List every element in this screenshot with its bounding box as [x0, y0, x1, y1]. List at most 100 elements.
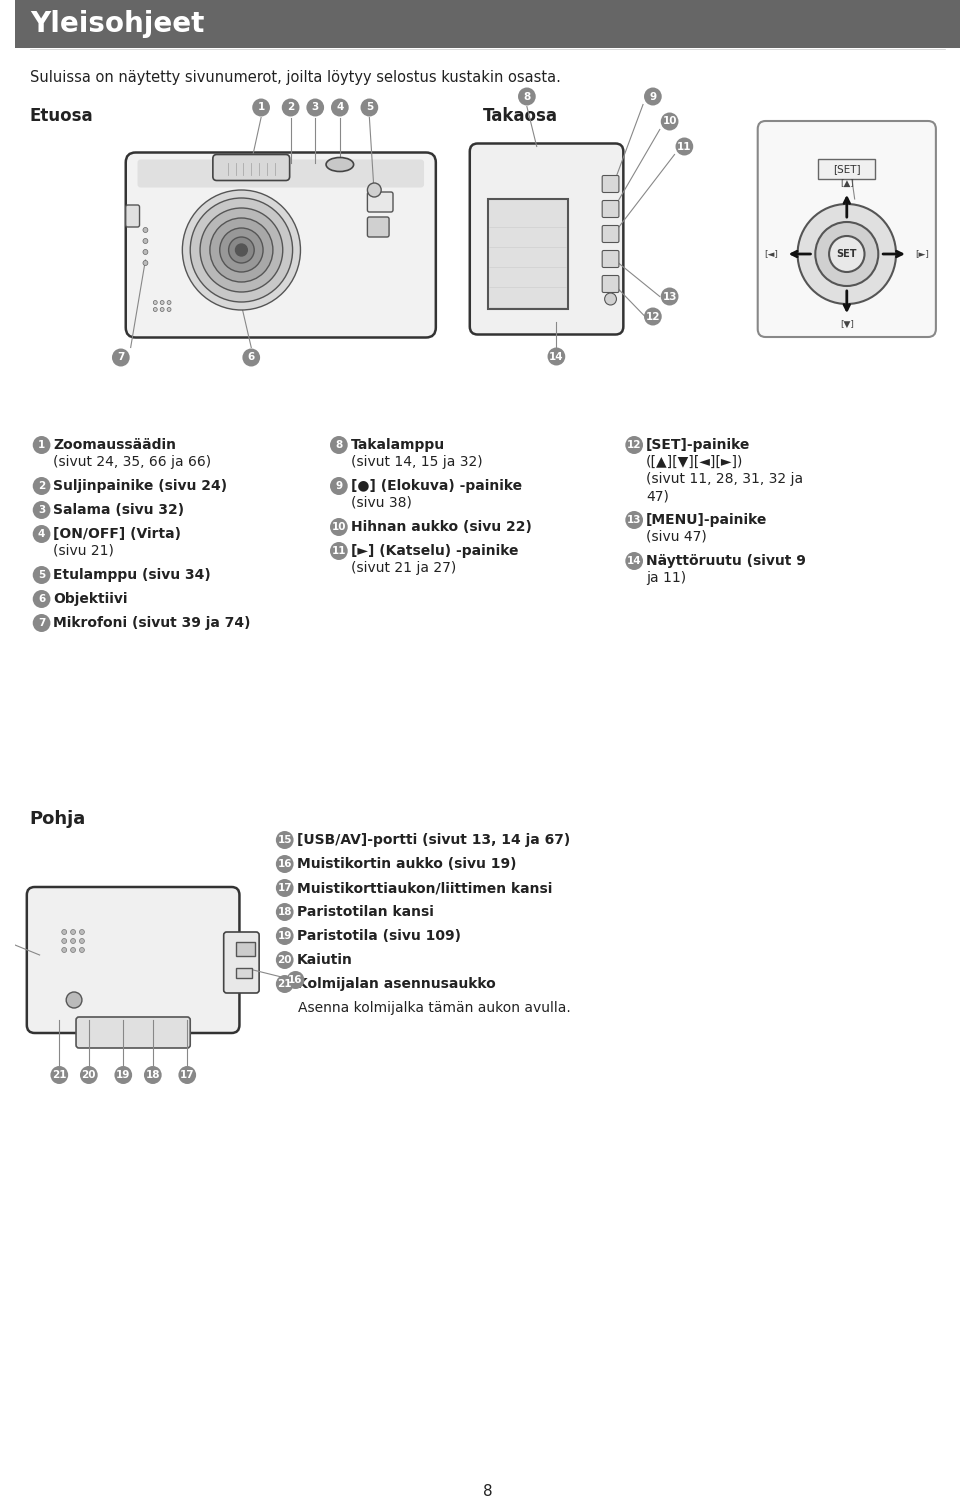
Circle shape: [330, 542, 348, 560]
Circle shape: [228, 237, 254, 263]
Text: Muistikortin aukko (sivu 19): Muistikortin aukko (sivu 19): [297, 857, 516, 871]
Text: (sivut 21 ja 27): (sivut 21 ja 27): [350, 561, 456, 575]
Text: 13: 13: [662, 291, 677, 302]
FancyBboxPatch shape: [488, 199, 568, 308]
Circle shape: [143, 238, 148, 243]
Text: 8: 8: [483, 1483, 492, 1498]
Circle shape: [154, 300, 157, 305]
Circle shape: [210, 217, 273, 282]
Circle shape: [660, 288, 679, 305]
FancyBboxPatch shape: [213, 154, 290, 181]
Circle shape: [625, 436, 643, 454]
Text: Kolmijalan asennusaukko: Kolmijalan asennusaukko: [297, 976, 495, 991]
Circle shape: [235, 244, 248, 257]
Text: 7: 7: [117, 353, 125, 362]
Text: 3: 3: [38, 506, 45, 515]
Text: (sivu 21): (sivu 21): [54, 545, 114, 558]
Circle shape: [361, 98, 378, 116]
Text: Zoomaussäädin: Zoomaussäädin: [54, 438, 177, 453]
Text: [SET]: [SET]: [833, 164, 860, 174]
Circle shape: [179, 1065, 196, 1083]
Circle shape: [625, 552, 643, 570]
Bar: [15, 0, 960, 48]
FancyBboxPatch shape: [602, 175, 619, 193]
Text: 3: 3: [312, 103, 319, 113]
Circle shape: [80, 1065, 98, 1083]
Text: Objektiivi: Objektiivi: [54, 592, 128, 607]
Circle shape: [518, 88, 536, 106]
Circle shape: [167, 308, 171, 311]
Text: 20: 20: [277, 955, 292, 964]
Circle shape: [33, 501, 51, 519]
Circle shape: [331, 98, 348, 116]
Circle shape: [33, 566, 51, 584]
Text: [▲]: [▲]: [840, 180, 853, 189]
Text: 16: 16: [277, 859, 292, 869]
Text: Kaiutin: Kaiutin: [297, 954, 352, 967]
Text: Takalamppu: Takalamppu: [350, 438, 444, 453]
Text: (sivut 24, 35, 66 ja 66): (sivut 24, 35, 66 ja 66): [54, 456, 211, 469]
Circle shape: [33, 614, 51, 632]
Circle shape: [829, 235, 865, 272]
Text: 17: 17: [277, 883, 292, 893]
Text: 5: 5: [366, 103, 373, 113]
Circle shape: [276, 856, 294, 874]
Circle shape: [61, 948, 66, 952]
Circle shape: [282, 98, 300, 116]
Text: 20: 20: [82, 1070, 96, 1080]
Text: 21: 21: [52, 1070, 66, 1080]
FancyBboxPatch shape: [27, 887, 239, 1034]
Text: [▼]: [▼]: [840, 320, 853, 329]
FancyBboxPatch shape: [757, 121, 936, 337]
FancyBboxPatch shape: [76, 1017, 190, 1047]
Circle shape: [71, 948, 76, 952]
Text: (sivu 47): (sivu 47): [646, 530, 707, 545]
Circle shape: [0, 936, 14, 954]
Circle shape: [276, 880, 294, 896]
Circle shape: [154, 308, 157, 311]
Circle shape: [276, 927, 294, 945]
Text: 12: 12: [627, 441, 641, 450]
Circle shape: [815, 222, 878, 287]
Text: 19: 19: [277, 931, 292, 942]
Text: Takaosa: Takaosa: [483, 107, 558, 125]
FancyBboxPatch shape: [224, 933, 259, 993]
Text: Näyttöruutu (sivut 9: Näyttöruutu (sivut 9: [646, 554, 805, 567]
Circle shape: [71, 930, 76, 934]
Circle shape: [112, 349, 130, 367]
Text: (sivut 11, 28, 31, 32 ja: (sivut 11, 28, 31, 32 ja: [646, 472, 804, 486]
Text: [►] (Katselu) -painike: [►] (Katselu) -painike: [350, 545, 518, 558]
FancyBboxPatch shape: [126, 152, 436, 338]
Text: [◄]: [◄]: [764, 249, 778, 258]
Text: 11: 11: [331, 546, 347, 555]
Text: Hihnan aukko (sivu 22): Hihnan aukko (sivu 22): [350, 521, 532, 534]
Circle shape: [200, 208, 283, 293]
FancyBboxPatch shape: [602, 276, 619, 293]
FancyBboxPatch shape: [137, 160, 424, 187]
Circle shape: [625, 512, 643, 530]
Text: [MENU]-painike: [MENU]-painike: [646, 513, 767, 527]
Circle shape: [144, 1065, 161, 1083]
Circle shape: [368, 183, 381, 198]
Text: 4: 4: [336, 103, 344, 113]
FancyBboxPatch shape: [469, 143, 623, 335]
Circle shape: [143, 228, 148, 232]
Text: 8: 8: [523, 92, 531, 101]
Circle shape: [547, 347, 565, 365]
Circle shape: [160, 308, 164, 311]
Text: ([▲][▼][◄][►]): ([▲][▼][◄][►]): [646, 456, 743, 469]
Text: 5: 5: [38, 570, 45, 579]
Text: (sivu 38): (sivu 38): [350, 496, 412, 510]
Text: 10: 10: [662, 116, 677, 127]
Ellipse shape: [326, 157, 353, 172]
Circle shape: [114, 1065, 132, 1083]
FancyBboxPatch shape: [368, 192, 393, 211]
Text: Etuosa: Etuosa: [30, 107, 93, 125]
Circle shape: [33, 436, 51, 454]
Circle shape: [160, 300, 164, 305]
Circle shape: [33, 590, 51, 608]
Text: 6: 6: [38, 595, 45, 604]
Circle shape: [644, 308, 661, 326]
Text: 2: 2: [287, 103, 295, 113]
Circle shape: [66, 991, 82, 1008]
